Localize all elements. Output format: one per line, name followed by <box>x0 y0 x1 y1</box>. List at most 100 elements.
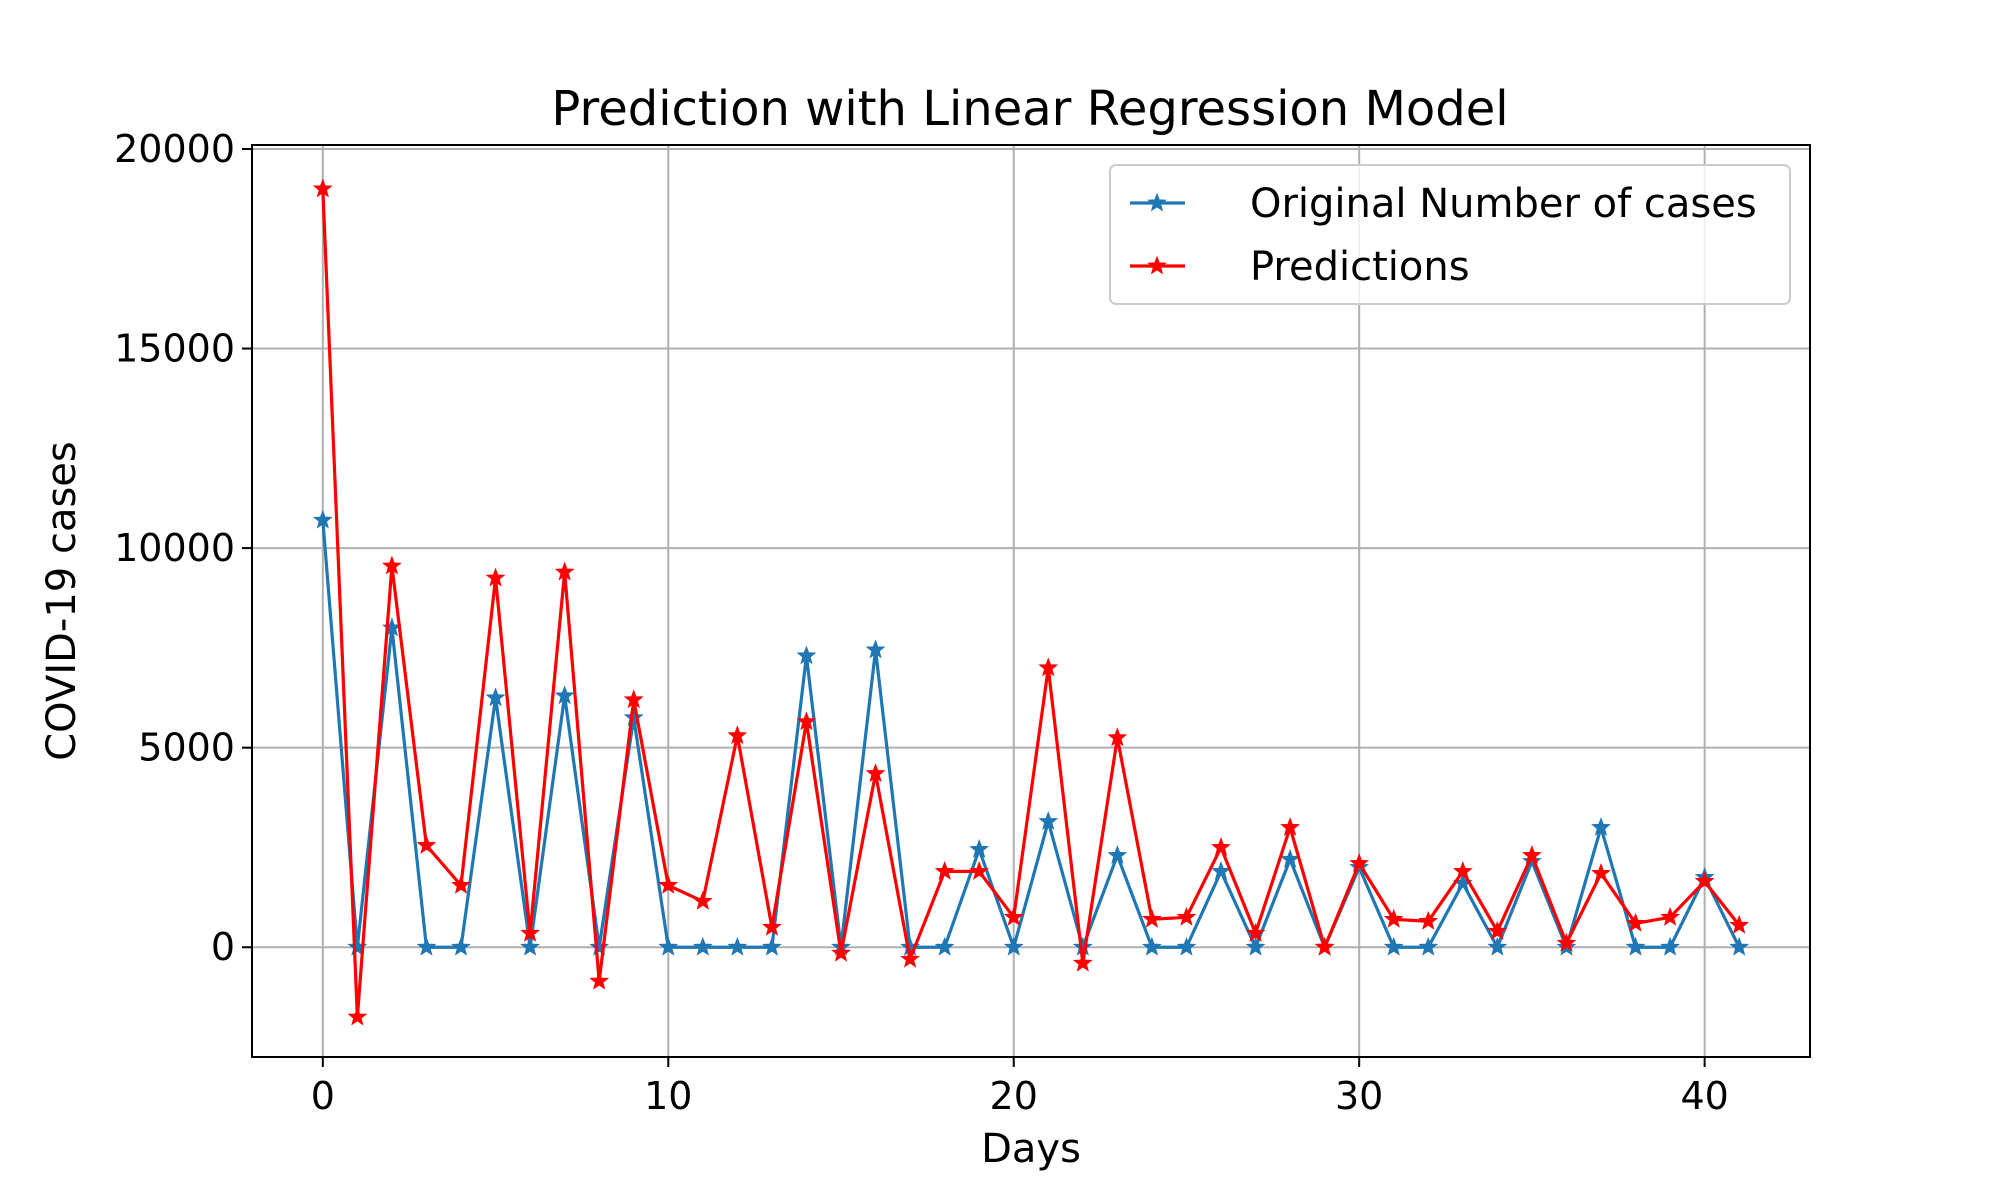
data-point-star <box>1107 727 1128 747</box>
legend-label: Original Number of cases <box>1250 181 1757 227</box>
data-point-star <box>1211 837 1231 856</box>
x-tick-label: 30 <box>1335 1074 1383 1118</box>
data-point-star <box>796 645 817 665</box>
data-point-star <box>1211 860 1231 880</box>
data-point-star <box>554 561 575 581</box>
data-point-star <box>1591 862 1611 882</box>
data-point-star <box>969 839 990 858</box>
data-point-star <box>1280 849 1300 868</box>
data-point-star <box>382 555 402 575</box>
data-point-star <box>451 936 471 956</box>
data-point-star <box>762 916 782 936</box>
data-point-star <box>347 1006 368 1026</box>
x-tick-label: 10 <box>644 1074 692 1118</box>
y-tick-label: 15000 <box>114 327 235 371</box>
data-point-star <box>1660 906 1680 926</box>
data-point-star <box>520 922 540 942</box>
chart-title: Prediction with Linear Regression Model <box>551 81 1508 137</box>
data-point-star <box>1556 932 1577 952</box>
series-layer <box>312 178 1750 1026</box>
data-point-star <box>1522 845 1542 864</box>
y-tick-label: 0 <box>211 925 235 969</box>
data-point-star <box>1729 936 1750 956</box>
data-point-star <box>623 689 644 709</box>
data-point-star <box>1038 657 1059 677</box>
data-point-star <box>1487 936 1508 956</box>
data-point-star <box>934 936 955 956</box>
y-axis-label: COVID-19 cases <box>39 441 85 761</box>
data-point-star <box>1349 853 1370 872</box>
data-point-star <box>1314 936 1335 956</box>
x-tick-label: 40 <box>1680 1074 1728 1118</box>
data-point-star <box>1176 936 1197 956</box>
data-point-star <box>520 936 541 956</box>
plot-frame <box>251 144 1811 1058</box>
data-point-star <box>1383 936 1404 956</box>
data-point-star <box>1107 845 1128 864</box>
data-point-star <box>727 725 748 745</box>
y-tick-label: 5000 <box>138 726 235 770</box>
data-point-star <box>312 178 333 198</box>
data-point-star <box>623 707 644 727</box>
data-point-star <box>1038 811 1059 830</box>
data-point-star <box>1625 936 1646 956</box>
data-point-star <box>1625 912 1646 932</box>
legend-box <box>1109 164 1791 305</box>
data-point-star <box>1141 936 1162 956</box>
data-point-star <box>554 685 575 705</box>
legend-label: Predictions <box>1250 244 1470 290</box>
data-point-star <box>658 936 679 956</box>
data-point-star <box>969 860 990 880</box>
data-point-star <box>1487 920 1508 940</box>
data-point-star <box>865 763 886 783</box>
y-tick-label: 10000 <box>114 526 235 570</box>
data-point-star <box>451 874 471 894</box>
data-point-star <box>485 687 506 707</box>
data-point-star <box>865 639 886 659</box>
legend: Original Number of cases Predictions <box>1109 164 1791 305</box>
series-predictions <box>312 178 1750 1026</box>
legend-marker-star <box>1147 192 1167 212</box>
data-point-star <box>1176 906 1197 926</box>
data-point-star <box>761 936 782 956</box>
data-point-star <box>1694 870 1715 890</box>
data-point-star <box>692 936 713 956</box>
series-line <box>321 520 1741 949</box>
data-point-star <box>1280 817 1300 836</box>
data-point-star <box>1245 922 1266 942</box>
data-point-star <box>416 936 437 956</box>
data-point-star <box>727 936 748 956</box>
data-point-star <box>831 942 851 962</box>
y-tick-label: 20000 <box>114 127 235 171</box>
data-point-star <box>1245 936 1266 956</box>
x-axis-label: Days <box>981 1126 1081 1172</box>
legend-marker-star <box>1147 255 1167 275</box>
data-point-star <box>1003 906 1024 926</box>
data-point-star <box>658 874 679 894</box>
data-point-star <box>312 509 333 529</box>
series-line <box>321 188 1741 1019</box>
data-point-star <box>1003 936 1024 956</box>
data-point-star <box>1418 910 1439 930</box>
data-point-star <box>1729 914 1750 934</box>
legend-entries: Original Number of cases Predictions <box>1130 181 1757 290</box>
series-original <box>312 509 1750 956</box>
x-tick-label: 0 <box>311 1074 335 1118</box>
data-point-star <box>1522 851 1542 870</box>
data-point-star <box>692 890 713 910</box>
data-point-star <box>1660 936 1681 956</box>
data-point-star <box>1383 908 1404 928</box>
data-point-star <box>485 567 506 587</box>
data-point-star <box>589 970 610 990</box>
data-point-star <box>1072 952 1093 972</box>
data-point-star <box>900 948 920 968</box>
data-point-star <box>796 711 817 731</box>
data-point-star <box>1142 908 1162 928</box>
data-point-star <box>1418 936 1439 956</box>
data-point-star <box>589 936 610 956</box>
x-tick-label: 20 <box>990 1074 1038 1118</box>
data-point-star <box>1591 817 1611 836</box>
data-point-star <box>1452 860 1473 880</box>
